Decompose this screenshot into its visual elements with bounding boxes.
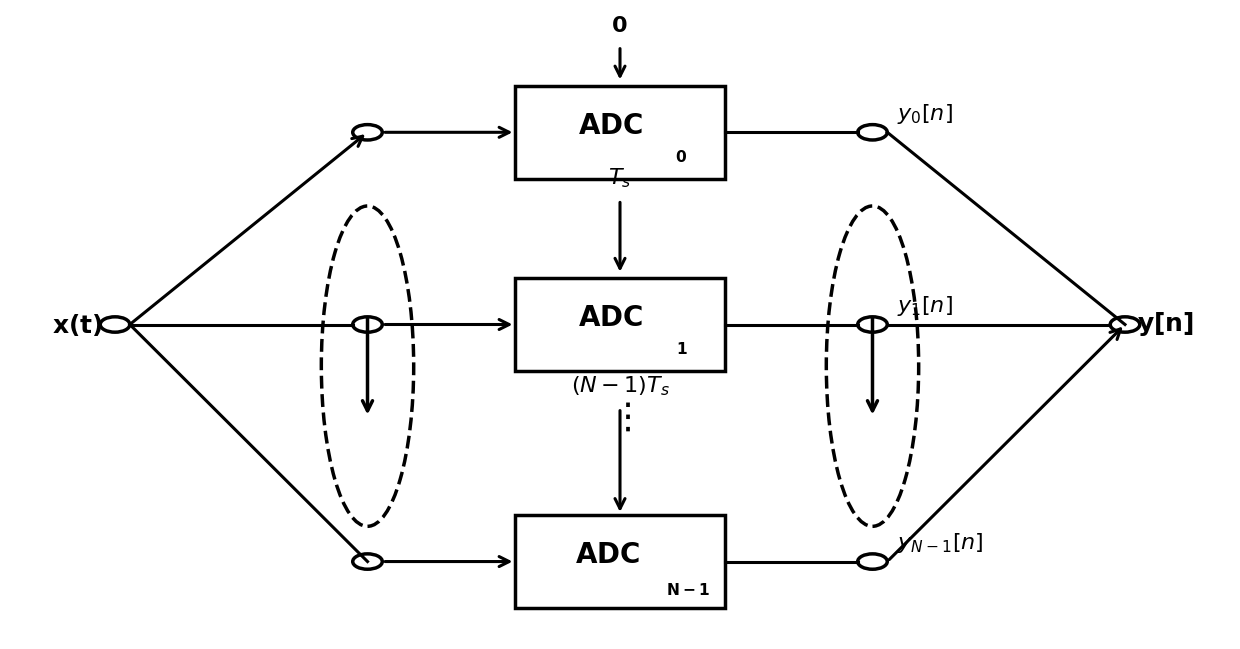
Text: $_{\mathbf{1}}$: $_{\mathbf{1}}$ [676, 337, 687, 358]
Text: $\mathbf{x(t)}$: $\mathbf{x(t)}$ [52, 312, 103, 337]
Text: $\mathbf{ADC}$: $\mathbf{ADC}$ [578, 112, 642, 140]
Text: $(N-1)T_s$: $(N-1)T_s$ [570, 374, 670, 398]
FancyBboxPatch shape [516, 515, 724, 608]
Text: $\mathbf{ADC}$: $\mathbf{ADC}$ [575, 541, 640, 569]
FancyBboxPatch shape [516, 86, 724, 178]
Text: $\vdots$: $\vdots$ [609, 400, 631, 434]
FancyBboxPatch shape [516, 278, 724, 371]
Text: $_{\mathbf{0}}$: $_{\mathbf{0}}$ [676, 145, 688, 165]
Text: $T_s$: $T_s$ [609, 166, 631, 190]
Text: $y_1[n]$: $y_1[n]$ [897, 294, 952, 318]
Text: $\mathbf{y[n]}$: $\mathbf{y[n]}$ [1137, 310, 1194, 339]
Text: 0: 0 [613, 16, 627, 36]
Text: $_{\mathbf{N-1}}$: $_{\mathbf{N-1}}$ [666, 578, 709, 598]
Text: $y_0[n]$: $y_0[n]$ [897, 102, 952, 126]
Text: $\mathbf{ADC}$: $\mathbf{ADC}$ [578, 304, 642, 332]
Text: $y_{N-1}[n]$: $y_{N-1}[n]$ [897, 531, 983, 555]
